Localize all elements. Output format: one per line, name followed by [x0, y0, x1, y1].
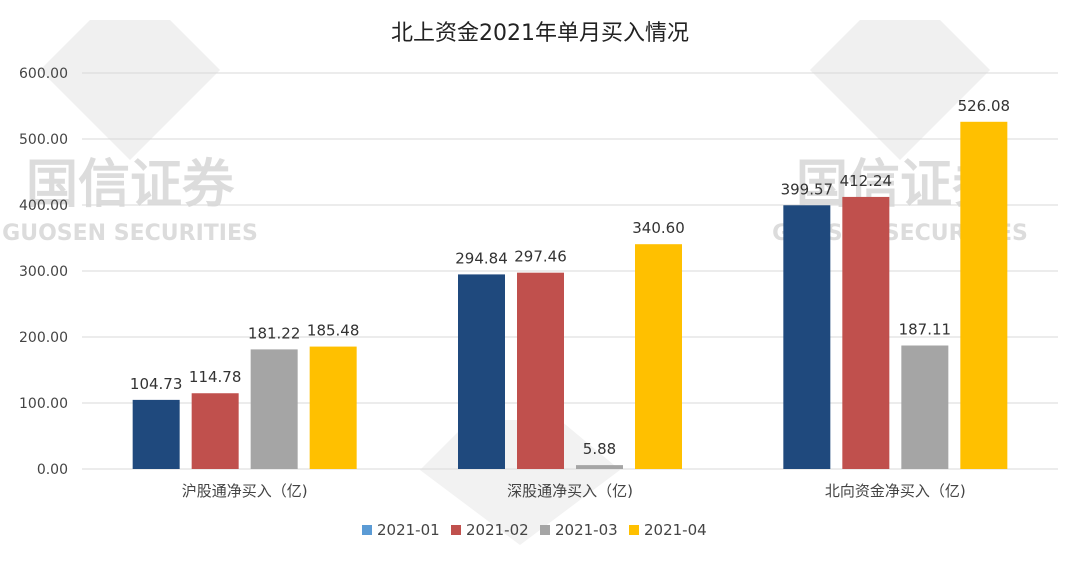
- data-label: 104.73: [130, 375, 183, 393]
- legend-label: 2021-03: [555, 521, 618, 539]
- legend-marker: [451, 525, 461, 535]
- y-tick-label: 400.00: [19, 198, 68, 214]
- gridlines: 0.00 100.00 200.00 300.00 400.00 500.00 600.00: [19, 66, 1058, 478]
- y-tick-label: 600.00: [19, 66, 68, 82]
- category-label: 北向资金净买入（亿): [825, 482, 966, 500]
- legend-label: 2021-04: [644, 521, 707, 539]
- bar-2021-01-2: [783, 205, 831, 469]
- data-label: 185.48: [307, 322, 360, 340]
- chart-title: 北上资金2021年单月买入情况: [391, 21, 689, 46]
- bar-2021-03-2: [901, 345, 949, 469]
- bar-2021-02-1: [517, 272, 564, 469]
- y-tick-label: 0.00: [37, 462, 68, 478]
- data-label: 187.11: [899, 321, 952, 339]
- data-label: 412.24: [840, 172, 893, 190]
- data-label: 297.46: [514, 248, 567, 266]
- bars: [132, 121, 1008, 469]
- category-label: 沪股通净买入（亿): [182, 482, 308, 500]
- bar-2021-04-1: [635, 244, 682, 469]
- category-label: 深股通净买入（亿): [507, 482, 633, 500]
- y-tick-label: 100.00: [19, 396, 68, 412]
- data-labels: 104.73 114.78 181.22 185.48 沪股通净买入（亿) 294.84 2…: [130, 97, 1010, 500]
- bar-2021-04-0: [309, 346, 357, 469]
- legend: 2021-01 2021-02 2021-03 2021-04: [362, 521, 707, 539]
- y-tick-label: 200.00: [19, 330, 68, 346]
- bar-2021-02-2: [842, 196, 890, 469]
- data-label: 399.57: [781, 180, 834, 198]
- legend-label: 2021-02: [466, 521, 529, 539]
- watermark-logo: [810, 20, 990, 160]
- watermark-logo: [40, 20, 220, 160]
- legend-marker: [362, 525, 372, 535]
- watermark-en-text: GUOSEN SECURITIES: [2, 221, 258, 246]
- data-label: 340.60: [632, 219, 685, 237]
- bar-2021-01-1: [458, 274, 505, 469]
- bar-2021-03-0: [250, 349, 298, 469]
- data-label: 294.84: [455, 249, 508, 267]
- y-tick-label: 500.00: [19, 132, 68, 148]
- legend-label: 2021-01: [377, 521, 440, 539]
- bar-2021-02-0: [191, 393, 239, 469]
- data-label: 181.22: [248, 324, 301, 342]
- data-label: 526.08: [958, 97, 1011, 115]
- legend-marker: [540, 525, 550, 535]
- bar-2021-03-1: [576, 465, 623, 469]
- bar-2021-04-2: [960, 121, 1008, 469]
- bar-2021-01-0: [132, 399, 180, 469]
- data-label: 5.88: [583, 440, 616, 458]
- legend-marker: [629, 525, 639, 535]
- y-tick-label: 300.00: [19, 264, 68, 280]
- data-label: 114.78: [189, 368, 242, 386]
